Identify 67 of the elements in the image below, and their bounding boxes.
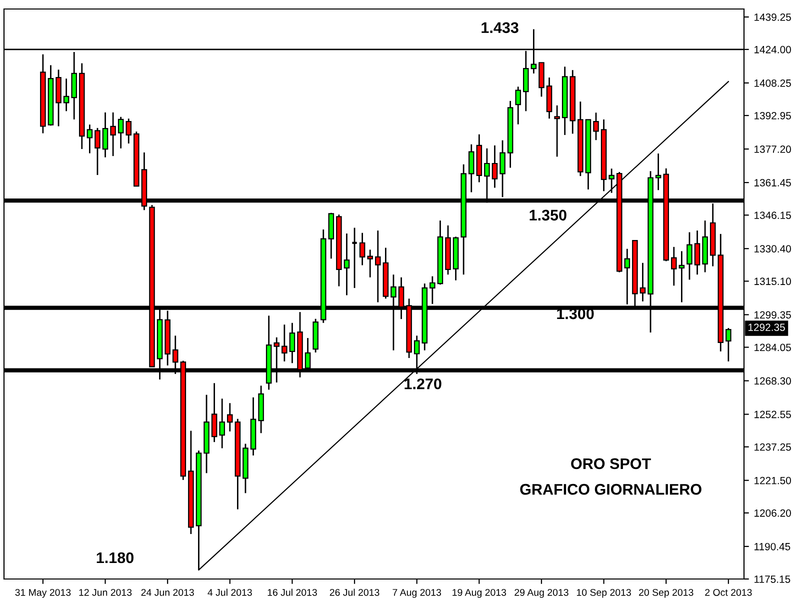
annotation: GRAFICO GIORNALIERO — [520, 484, 702, 495]
text: 1292.35 — [748, 324, 785, 331]
annotation: 1.270 — [404, 378, 442, 390]
x-tick-label: 29 Aug 2013 — [514, 588, 568, 598]
x-tick-label: 16 Jul 2013 — [268, 588, 317, 596]
y-tick-label: 1330.40 — [754, 245, 791, 252]
candlestick — [367, 248, 373, 278]
annotation: 1.180 — [96, 552, 134, 564]
candlestick — [126, 118, 132, 144]
y-tick-label: 1190.45 — [754, 542, 790, 550]
y-tick-label: 1237.25 — [754, 443, 791, 451]
candlestick — [359, 232, 366, 266]
y-tick-label: 1284.05 — [754, 344, 791, 352]
y-tick-label: 1175.15 — [754, 576, 790, 583]
candlestick — [219, 398, 225, 449]
y-tick-label: 1377.20 — [754, 146, 791, 153]
candlestick — [671, 246, 677, 286]
y-tick-label: 1408.25 — [754, 79, 791, 87]
candlestick — [492, 144, 498, 188]
candlestick — [686, 232, 692, 280]
candlestick — [227, 402, 233, 432]
x-tick-label: 12 Jun 2013 — [79, 588, 132, 596]
candlestick — [515, 86, 521, 126]
candlestick — [351, 227, 358, 289]
candlestick — [375, 230, 381, 303]
x-tick-label: 20 Sep 2013 — [639, 588, 694, 598]
candlestick — [554, 104, 560, 158]
candlestick — [118, 116, 124, 150]
candlestick — [110, 112, 116, 157]
x-tick-label: 4 Jul 2013 — [208, 588, 252, 596]
annotation: 1.433 — [482, 22, 518, 34]
x-tick-label: 26 Jul 2013 — [330, 588, 380, 596]
x-tick-label: 10 Sep 2013 — [576, 588, 631, 598]
y-tick-label: 1346.15 — [754, 212, 791, 219]
y-tick-label: 1315.10 — [754, 278, 791, 286]
y-tick-label: 1439.25 — [754, 13, 791, 21]
y-tick-label: 1424.00 — [754, 46, 791, 54]
candlestick — [608, 168, 614, 194]
y-tick-label: 1221.50 — [754, 476, 791, 484]
candlestick — [86, 124, 93, 154]
y-tick-label: 1361.45 — [754, 179, 791, 186]
annotation: 1.350 — [530, 210, 566, 221]
candlestick — [726, 327, 732, 362]
candlestick — [640, 262, 646, 302]
y-tick-label: 1299.35 — [754, 311, 791, 319]
candlestick — [678, 250, 685, 303]
candlestick — [289, 322, 296, 364]
candlestick — [655, 152, 662, 191]
candlestick — [94, 127, 100, 176]
x-tick-label: 7 Aug 2013 — [392, 588, 442, 598]
y-tick-label: 1252.55 — [754, 410, 791, 418]
annotation: ORO SPOT — [571, 458, 651, 470]
candlestick — [63, 78, 70, 112]
candlestick — [282, 324, 288, 362]
candlestick — [468, 144, 474, 193]
candlestick — [102, 112, 108, 158]
candlestick — [593, 112, 599, 141]
candlestick — [694, 230, 700, 276]
x-tick-label: 31 May 2013 — [15, 588, 71, 598]
x-tick-label: 24 Jun 2013 — [141, 588, 194, 596]
candlestick — [211, 382, 218, 443]
y-tick-label: 1206.20 — [754, 509, 791, 517]
x-tick-label: 19 Aug 2013 — [452, 588, 506, 598]
x-tick-label: 2 Oct 2013 — [705, 588, 752, 596]
y-tick-label: 1268.30 — [754, 377, 791, 385]
y-tick-label: 1392.95 — [754, 112, 791, 120]
candlestick — [344, 232, 350, 296]
